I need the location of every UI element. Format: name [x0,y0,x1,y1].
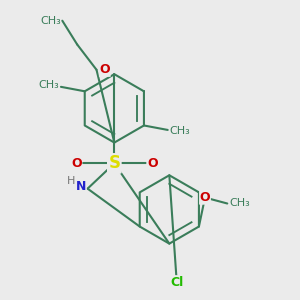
Text: N: N [76,180,86,193]
Text: H: H [67,176,75,186]
Text: CH₃: CH₃ [40,16,61,26]
Text: Cl: Cl [170,276,183,289]
Text: S: S [108,154,120,172]
Text: O: O [100,63,110,76]
Text: CH₃: CH₃ [230,199,250,208]
Text: O: O [147,157,158,170]
Text: CH₃: CH₃ [169,126,190,136]
Text: O: O [200,191,210,204]
Text: O: O [71,157,82,170]
Text: CH₃: CH₃ [39,80,59,90]
